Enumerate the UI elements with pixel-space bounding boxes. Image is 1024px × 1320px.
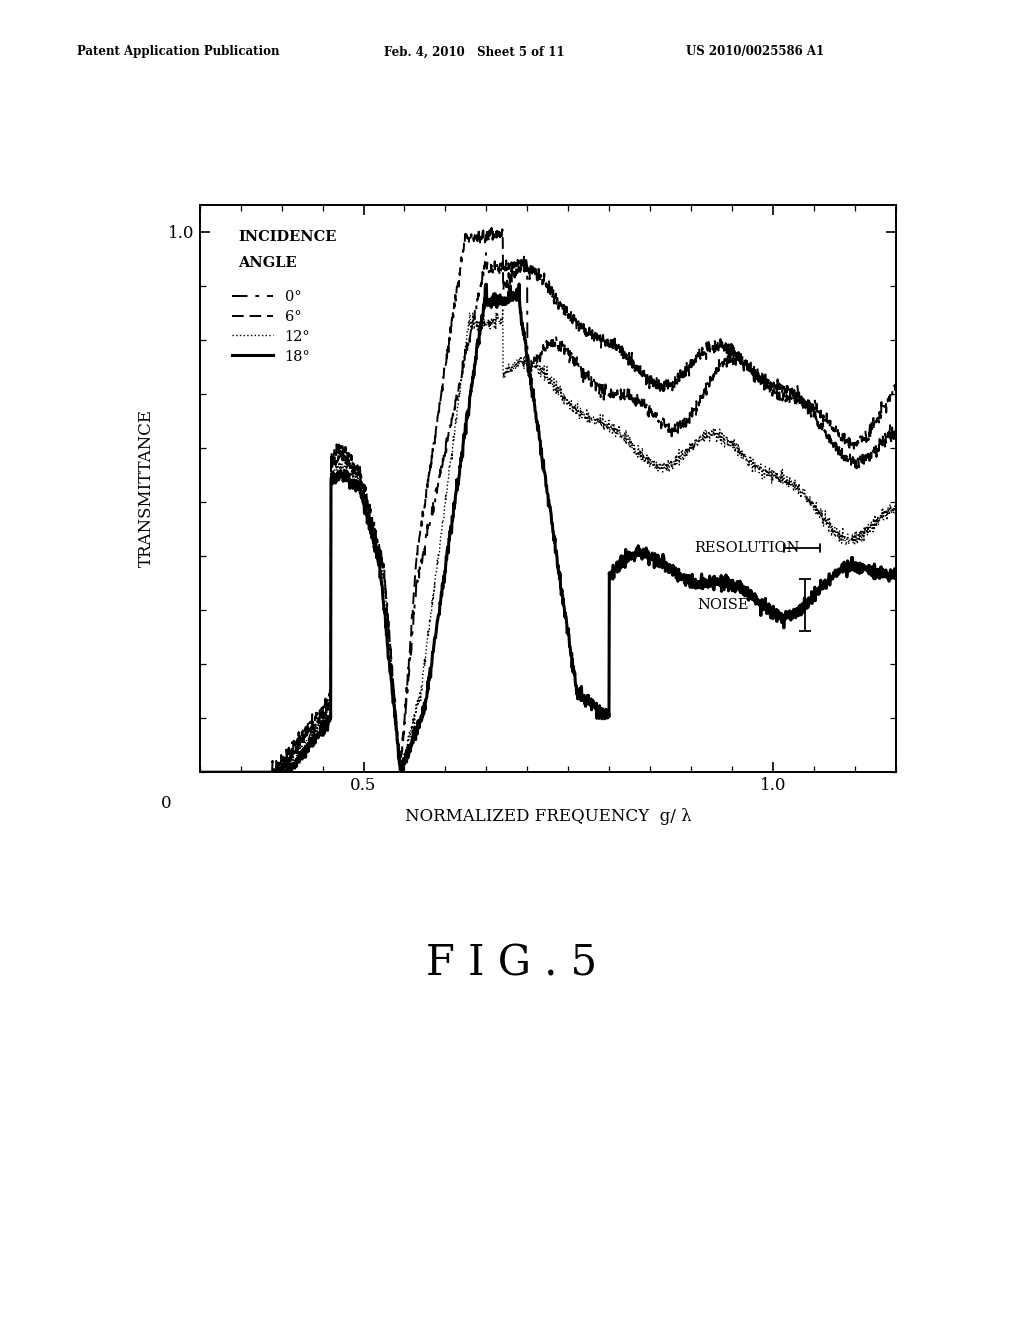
Text: 0: 0 [161, 795, 172, 812]
Text: US 2010/0025586 A1: US 2010/0025586 A1 [686, 45, 824, 58]
X-axis label: NORMALIZED FREQUENCY  g/ λ: NORMALIZED FREQUENCY g/ λ [404, 808, 691, 825]
Text: ANGLE: ANGLE [238, 256, 297, 269]
Text: RESOLUTION: RESOLUTION [694, 541, 800, 554]
Y-axis label: TRANSMITTANCE: TRANSMITTANCE [137, 409, 155, 568]
Legend: 0°, 6°, 12°, 18°: 0°, 6°, 12°, 18° [228, 285, 314, 368]
Text: NOISE: NOISE [697, 598, 749, 611]
Text: Feb. 4, 2010   Sheet 5 of 11: Feb. 4, 2010 Sheet 5 of 11 [384, 45, 564, 58]
Text: Patent Application Publication: Patent Application Publication [77, 45, 280, 58]
Text: F I G . 5: F I G . 5 [426, 942, 598, 985]
Text: INCIDENCE: INCIDENCE [238, 230, 336, 244]
